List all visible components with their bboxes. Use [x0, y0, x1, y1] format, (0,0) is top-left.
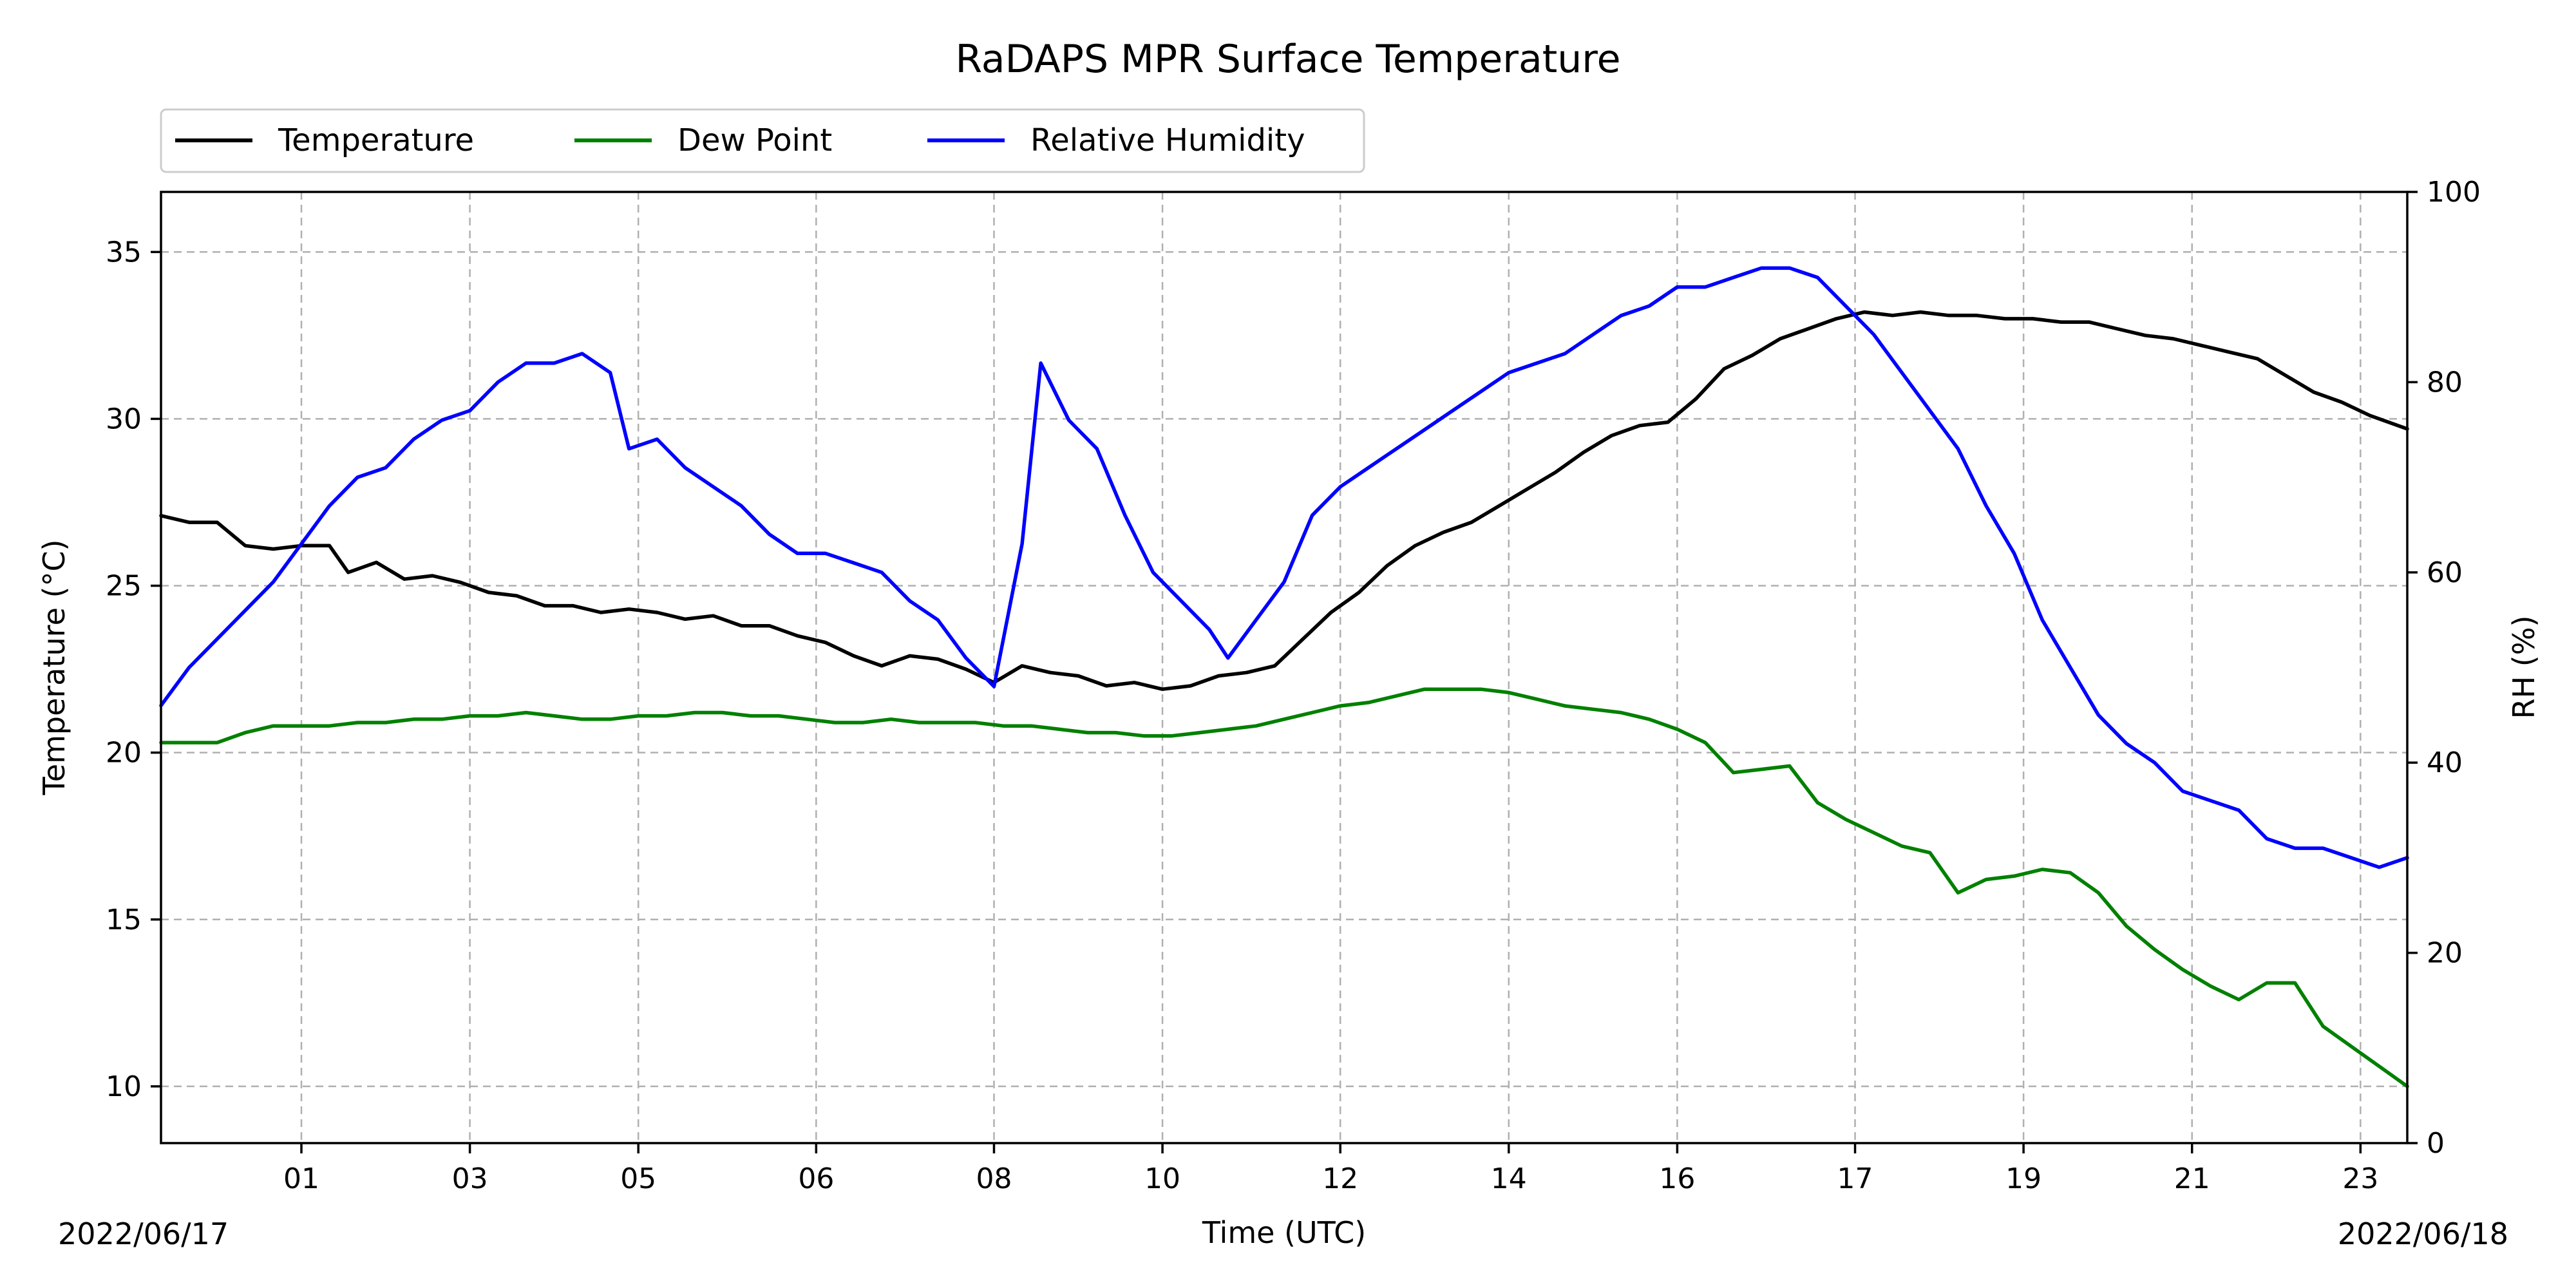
y-left-tick-label: 35 [106, 236, 142, 269]
end-date-label: 2022/06/18 [2338, 1217, 2508, 1251]
y-right-tick-label: 80 [2427, 366, 2463, 399]
y-left-tick-label: 10 [106, 1070, 142, 1103]
legend: Temperature Dew Point Relative Humidity [160, 108, 1365, 173]
plot-lines [159, 266, 2409, 1088]
y-right-tick-label: 40 [2427, 746, 2463, 779]
x-tick-label: 23 [2342, 1162, 2378, 1195]
y-left-tick-label: 25 [106, 570, 142, 603]
y-right-tick-label: 20 [2427, 937, 2463, 970]
x-tick-label: 12 [1322, 1162, 1358, 1195]
relative-humidity-legend-label: Relative Humidity [1030, 122, 1305, 158]
y-left-tick-label: 30 [106, 402, 142, 435]
plot-frame [160, 191, 2409, 1144]
x-tick-label: 05 [620, 1162, 656, 1195]
y-right-tick-label: 60 [2427, 556, 2463, 589]
y-right-tick-label: 0 [2427, 1127, 2445, 1160]
x-axis-label: Time (UTC) [1202, 1215, 1366, 1250]
y-axis-left-label: Temperature (°C) [37, 539, 71, 795]
temperature-series-line [159, 310, 2409, 691]
axes: 01 03 05 06 08 10 12 14 16 17 19 21 23 10 15 20 25 30 35 0 2… [106, 176, 2481, 1195]
dew-point-series-line [159, 687, 2409, 1088]
x-tick-label: 01 [283, 1162, 319, 1195]
y-left-tick-label: 15 [106, 904, 142, 936]
x-tick-label: 08 [976, 1162, 1012, 1195]
start-date-label: 2022/06/17 [58, 1217, 229, 1251]
chart-title: RaDAPS MPR Surface Temperature [955, 37, 1620, 82]
relative-humidity-series-line [159, 266, 2409, 869]
grid [161, 192, 2407, 1143]
temperature-legend-label: Temperature [278, 122, 474, 158]
x-tick-label: 10 [1144, 1162, 1180, 1195]
y-right-tick-label: 100 [2427, 176, 2481, 209]
y-axis-right-label: RH (%) [2506, 616, 2541, 719]
x-tick-label: 14 [1491, 1162, 1527, 1195]
x-tick-label: 16 [1659, 1162, 1695, 1195]
x-tick-label: 17 [1837, 1162, 1873, 1195]
x-tick-label: 21 [2174, 1162, 2210, 1195]
dew-point-legend-label: Dew Point [677, 122, 832, 158]
x-tick-label: 03 [452, 1162, 488, 1195]
legend-frame [160, 108, 1365, 173]
x-tick-label: 06 [798, 1162, 834, 1195]
y-left-tick-label: 20 [106, 737, 142, 770]
x-tick-label: 19 [2005, 1162, 2041, 1195]
